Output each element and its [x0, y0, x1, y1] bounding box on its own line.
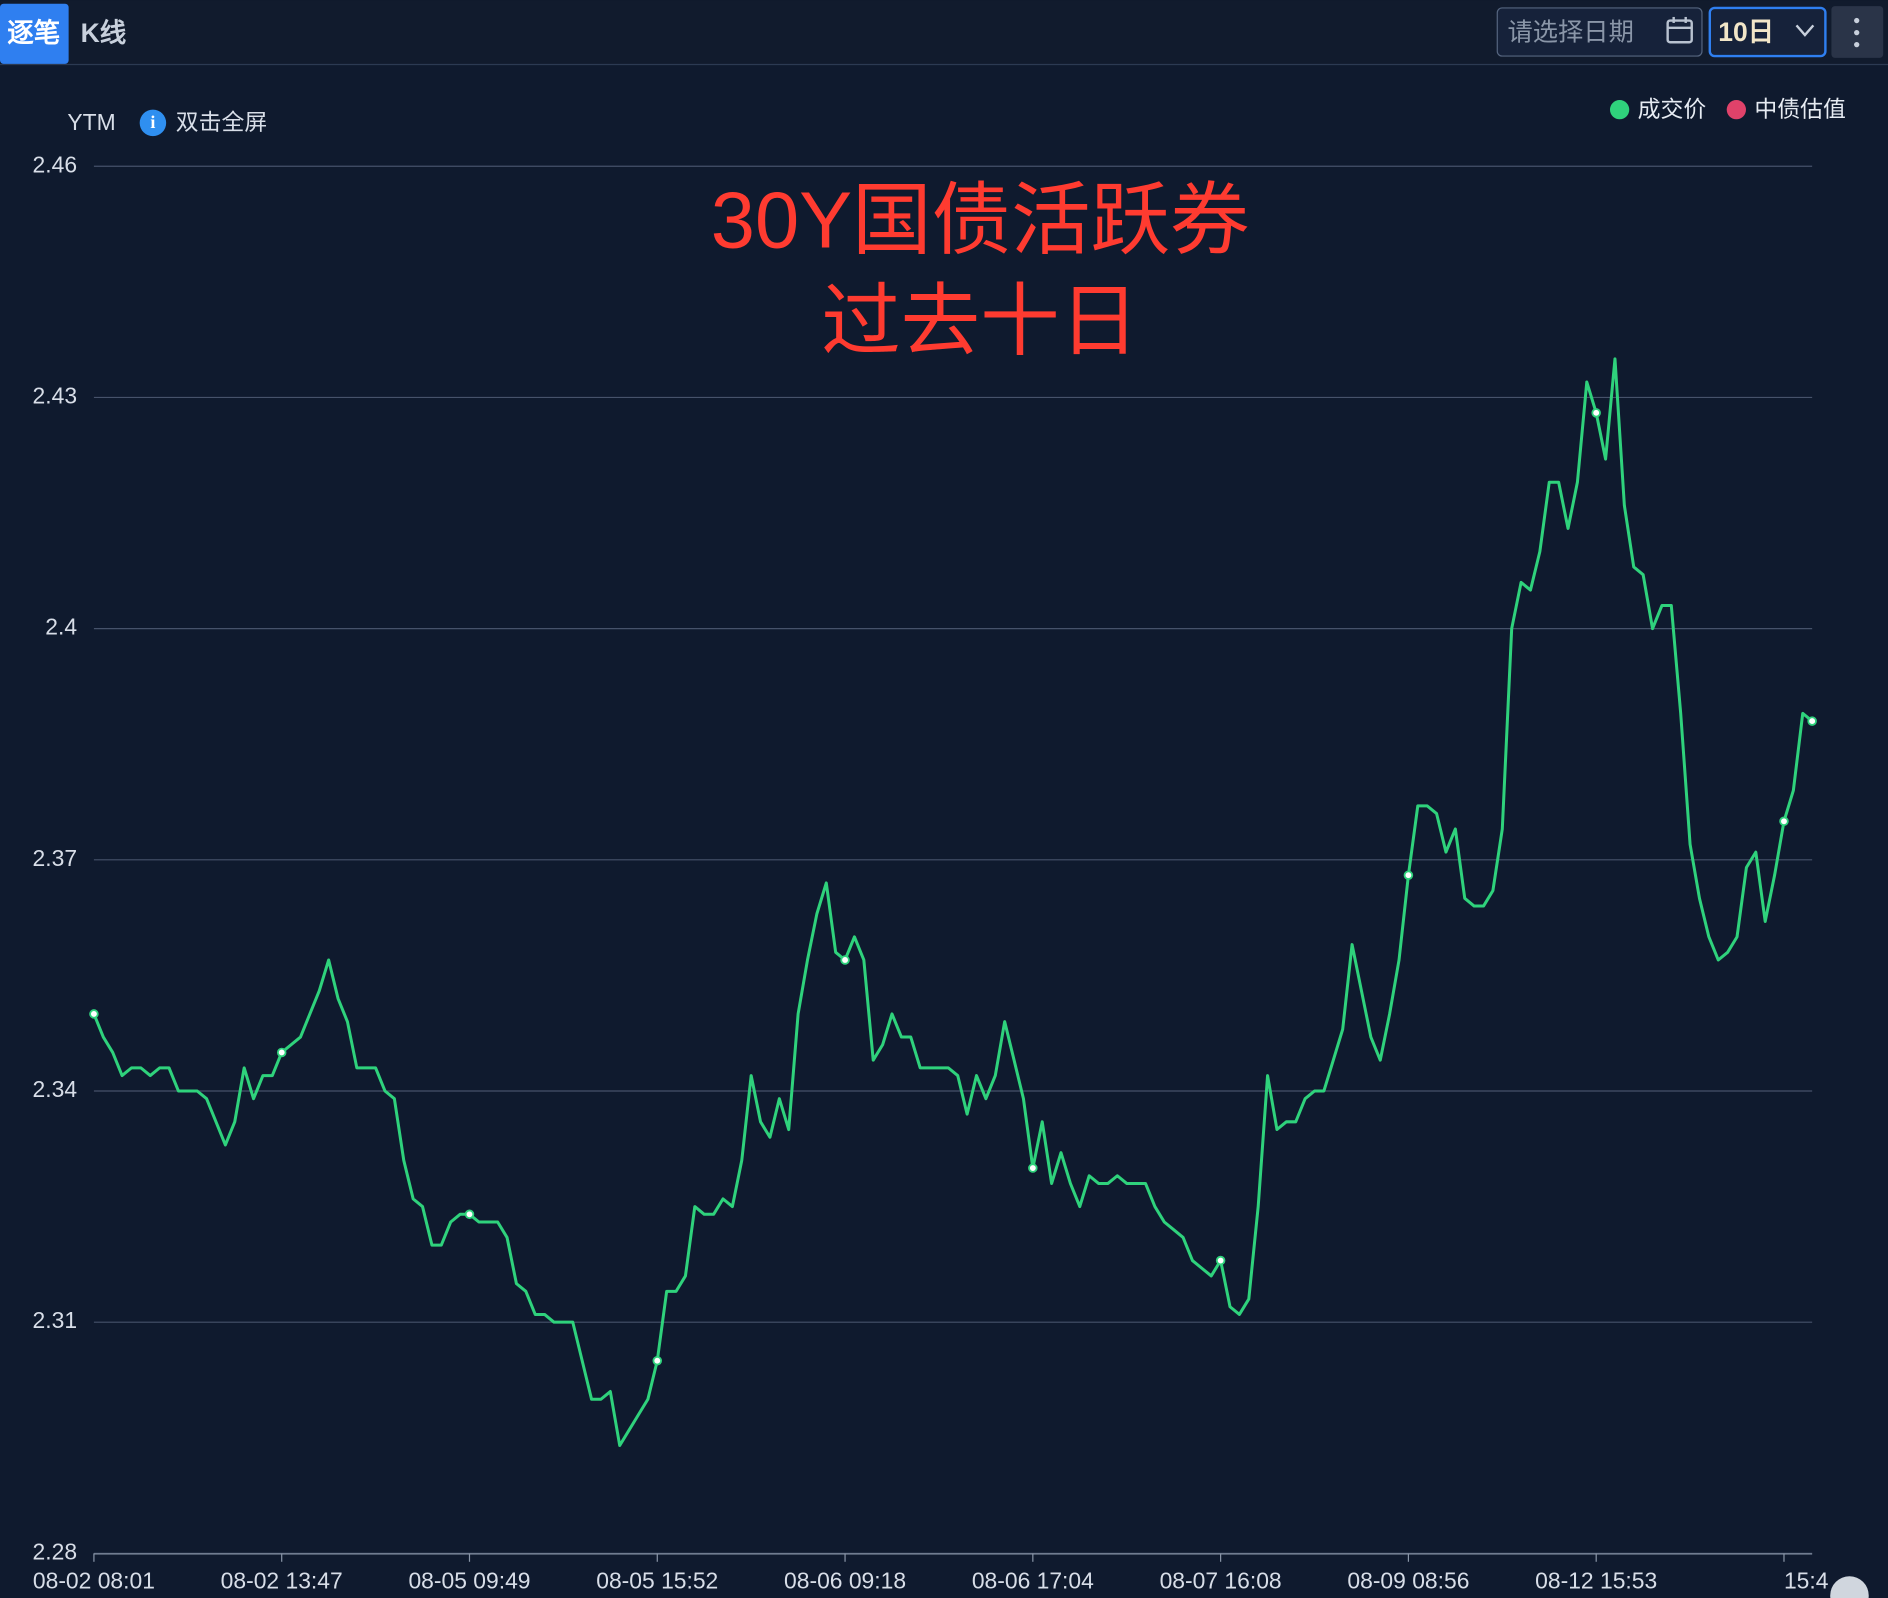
date-input[interactable] — [1496, 7, 1703, 57]
point-marker — [464, 1209, 475, 1220]
annotation: 过去十日 — [821, 277, 1139, 366]
x-tick-label: 08-02 08:01 — [33, 1567, 155, 1593]
x-tick-label: 08-12 15:53 — [1535, 1567, 1657, 1593]
y-tick-label: 2.31 — [33, 1307, 78, 1333]
legend-label[interactable]: 成交价 — [1638, 96, 1707, 122]
tab-active[interactable] — [0, 3, 69, 64]
legend-label[interactable]: 中债估值 — [1754, 96, 1845, 122]
x-tick-label: 08-05 15:52 — [596, 1567, 718, 1593]
y-axis-label: YTM — [67, 109, 115, 135]
y-tick-label: 2.28 — [33, 1538, 78, 1564]
x-tick-label: 08-05 09:49 — [408, 1567, 530, 1593]
hint: 双击全屏 — [176, 109, 267, 135]
chevron — [1795, 24, 1815, 37]
period-value[interactable]: 10日 — [1718, 17, 1774, 47]
x-tick-label: 08-06 17:04 — [972, 1567, 1094, 1593]
menu-dots — [1854, 17, 1860, 48]
point-marker — [1779, 816, 1789, 827]
point-marker — [652, 1355, 663, 1366]
y-tick-label: 2.46 — [33, 151, 78, 177]
point-marker — [840, 955, 850, 965]
y-tick-label: 2.43 — [33, 382, 78, 408]
x-tick-label: 08-02 13:47 — [221, 1567, 343, 1593]
date-placeholder[interactable]: 请选择日期 — [1508, 18, 1634, 46]
legend-marker — [1726, 100, 1746, 120]
y-tick-label: 2.34 — [33, 1076, 78, 1102]
point-marker — [1807, 716, 1817, 726]
info-icon[interactable] — [139, 109, 167, 137]
point-marker — [1403, 870, 1414, 880]
y-tick-label: 2.37 — [33, 845, 78, 871]
period-select[interactable] — [1708, 6, 1827, 58]
x-tick-label: 08-07 16:08 — [1160, 1567, 1282, 1593]
tab-label[interactable]: 逐笔 — [7, 18, 60, 48]
x-tick-label: 08-06 09:18 — [784, 1567, 906, 1593]
point-marker — [89, 1009, 99, 1019]
calendar-icon — [1666, 16, 1693, 44]
tab-label[interactable]: K线 — [81, 18, 127, 48]
x-tick-label: 08-09 08:56 — [1347, 1567, 1469, 1593]
x-tick-label: 15:4 — [1784, 1567, 1829, 1593]
annotation: 30Y国债活跃券 — [711, 175, 1250, 264]
zoom-button[interactable] — [1830, 1576, 1869, 1598]
info-glyph: i — [150, 112, 155, 132]
point-marker — [1591, 408, 1601, 418]
y-tick-label: 2.4 — [45, 614, 77, 640]
point-marker — [1028, 1163, 1038, 1173]
price-line — [92, 357, 1814, 1447]
legend-marker — [1609, 100, 1630, 120]
point-marker — [1215, 1255, 1226, 1266]
point-marker — [276, 1047, 287, 1058]
